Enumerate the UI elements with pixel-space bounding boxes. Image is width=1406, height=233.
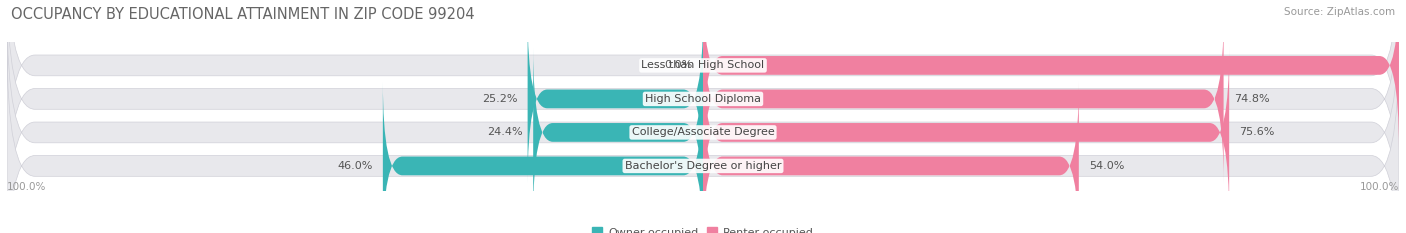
FancyBboxPatch shape	[7, 0, 1399, 223]
Text: 74.8%: 74.8%	[1234, 94, 1270, 104]
Text: 100.0%: 100.0%	[1360, 182, 1399, 192]
Text: 25.2%: 25.2%	[482, 94, 517, 104]
Text: 75.6%: 75.6%	[1240, 127, 1275, 137]
FancyBboxPatch shape	[703, 0, 1399, 150]
Text: 54.0%: 54.0%	[1090, 161, 1125, 171]
Text: Bachelor's Degree or higher: Bachelor's Degree or higher	[624, 161, 782, 171]
Text: Less than High School: Less than High School	[641, 60, 765, 70]
Text: College/Associate Degree: College/Associate Degree	[631, 127, 775, 137]
Text: High School Diploma: High School Diploma	[645, 94, 761, 104]
Text: 46.0%: 46.0%	[337, 161, 373, 171]
FancyBboxPatch shape	[703, 82, 1078, 233]
FancyBboxPatch shape	[703, 14, 1223, 183]
FancyBboxPatch shape	[382, 82, 703, 233]
FancyBboxPatch shape	[703, 48, 1229, 217]
FancyBboxPatch shape	[527, 14, 703, 183]
Text: 24.4%: 24.4%	[486, 127, 523, 137]
Text: OCCUPANCY BY EDUCATIONAL ATTAINMENT IN ZIP CODE 99204: OCCUPANCY BY EDUCATIONAL ATTAINMENT IN Z…	[11, 7, 475, 22]
Text: 0.0%: 0.0%	[664, 60, 693, 70]
Text: 100.0%: 100.0%	[7, 182, 46, 192]
FancyBboxPatch shape	[7, 0, 1399, 189]
FancyBboxPatch shape	[533, 48, 703, 217]
FancyBboxPatch shape	[7, 9, 1399, 233]
Text: Source: ZipAtlas.com: Source: ZipAtlas.com	[1284, 7, 1395, 17]
FancyBboxPatch shape	[7, 42, 1399, 233]
Legend: Owner-occupied, Renter-occupied: Owner-occupied, Renter-occupied	[588, 223, 818, 233]
